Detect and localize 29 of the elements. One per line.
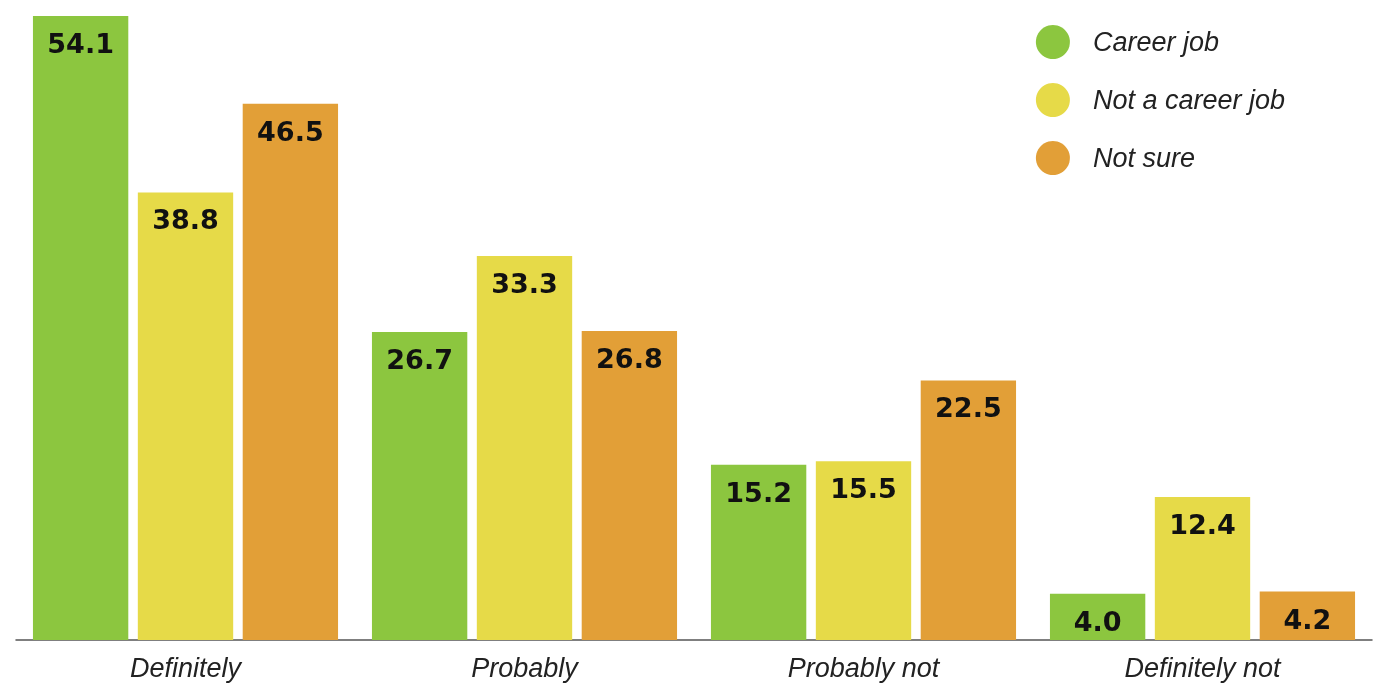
data-label: 22.5 [935, 392, 1002, 424]
bar [581, 330, 678, 640]
bar [371, 332, 468, 640]
data-label: 15.5 [830, 473, 897, 505]
data-label: 38.8 [152, 204, 219, 236]
data-label: 4.2 [1283, 603, 1332, 635]
data-label: 4.0 [1073, 605, 1122, 637]
data-label: 15.2 [725, 476, 792, 508]
bar [1154, 496, 1251, 640]
x-tick-label: Definitely not [1124, 652, 1283, 683]
data-label: 46.5 [257, 115, 324, 147]
legend-label: Not a career job [1092, 85, 1286, 115]
bar [476, 255, 573, 640]
bar [815, 461, 912, 640]
data-label: 54.1 [47, 28, 114, 59]
legend-label: Not sure [1092, 143, 1195, 173]
data-label: 26.7 [386, 344, 453, 376]
x-tick-label: Probably not [787, 652, 941, 683]
x-tick-label: Probably [471, 652, 580, 683]
bar [32, 16, 129, 640]
bar [137, 192, 234, 640]
data-label: 26.8 [596, 342, 663, 374]
bar [710, 464, 807, 640]
x-tick-label: Definitely [129, 652, 243, 683]
bar [242, 103, 339, 640]
data-label: 12.4 [1169, 508, 1236, 540]
data-label: 33.3 [491, 267, 558, 299]
legend-label: Career job [1092, 27, 1219, 57]
bar [920, 380, 1017, 640]
